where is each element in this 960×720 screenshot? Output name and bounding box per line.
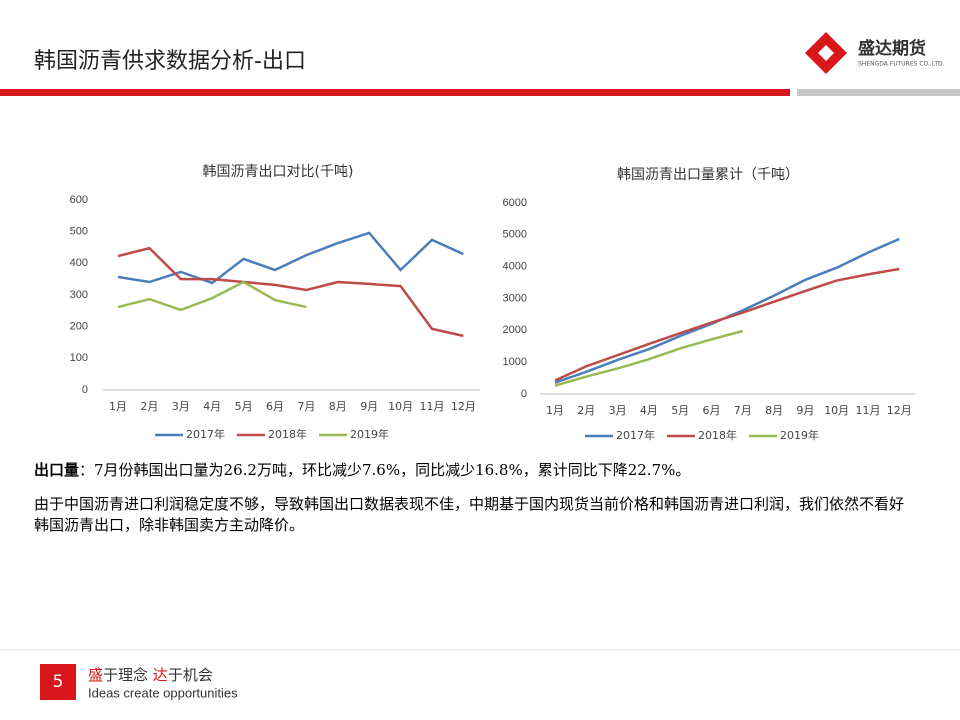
y-tick-label: 600 — [70, 194, 88, 206]
x-tick-label: 4月 — [640, 404, 658, 417]
series-line — [554, 267, 900, 382]
y-tick-label: 100 — [70, 352, 88, 364]
x-tick-label: 10月 — [388, 400, 413, 413]
slogan-part: 达 — [153, 666, 168, 684]
legend-label: 2017年 — [616, 428, 655, 442]
y-tick-label: 200 — [70, 321, 88, 333]
y-tick-label: 3000 — [503, 292, 527, 304]
summary-label: 出口量 — [34, 461, 80, 479]
chart-title: 韩国沥青出口量累计（千吨） — [617, 167, 799, 183]
x-tick-label: 1月 — [109, 400, 127, 413]
x-tick-label: 12月 — [451, 400, 476, 413]
x-tick-label: 12月 — [887, 404, 912, 417]
x-tick-label: 5月 — [671, 404, 689, 417]
logo — [805, 32, 847, 74]
legend-label: 2018年 — [268, 427, 307, 441]
series-line — [554, 237, 900, 384]
summary: 出口量：7月份韩国出口量为26.2万吨，环比减少7.6%，同比减少16.8%，累… — [34, 460, 914, 481]
slogan-part: 于机会 — [168, 666, 213, 684]
logo-name: 盛达期货 — [858, 38, 926, 59]
slogan-en: Ideas create opportunities — [88, 685, 238, 700]
slogan-part: 于理念 — [103, 666, 153, 684]
x-tick-label: 6月 — [266, 400, 284, 413]
x-tick-label: 2月 — [577, 404, 595, 417]
summary-text: ：7月份韩国出口量为26.2万吨，环比减少7.6%，同比减少16.8%，累计同比… — [79, 461, 691, 479]
y-tick-label: 6000 — [503, 197, 527, 209]
x-tick-label: 8月 — [329, 400, 347, 413]
analysis: 由于中国沥青进口利润稳定度不够，导致韩国出口数据表现不佳，中期基于国内现货当前价… — [34, 495, 905, 534]
logo-sub: SHENGDA FUTURES CO.,LTD. — [858, 61, 945, 68]
y-tick-label: 0 — [82, 384, 88, 396]
y-tick-label: 1000 — [503, 356, 527, 368]
x-tick-label: 7月 — [297, 400, 315, 413]
series-line — [117, 280, 307, 312]
legend-label: 2019年 — [350, 427, 389, 441]
y-tick-label: 300 — [70, 289, 88, 301]
series-line — [117, 231, 464, 285]
y-tick-label: 5000 — [503, 229, 527, 241]
x-tick-label: 5月 — [235, 400, 253, 413]
x-tick-label: 6月 — [703, 404, 721, 417]
x-tick-label: 7月 — [734, 404, 752, 417]
slogan-part: 盛 — [88, 666, 103, 684]
page-number: 5 — [53, 672, 64, 692]
x-tick-label: 1月 — [546, 404, 564, 417]
y-tick-label: 400 — [70, 257, 88, 269]
y-tick-label: 500 — [70, 226, 88, 238]
x-tick-label: 4月 — [203, 400, 221, 413]
chart-title: 韩国沥青出口对比(千吨) — [203, 164, 354, 180]
x-tick-label: 3月 — [172, 400, 190, 413]
header-bar-gray — [797, 89, 960, 96]
legend-label: 2017年 — [186, 427, 225, 441]
header-bar — [0, 89, 790, 96]
x-tick-label: 3月 — [609, 404, 627, 417]
legend-label: 2019年 — [780, 428, 819, 442]
series-line — [554, 329, 744, 387]
y-tick-label: 0 — [521, 388, 527, 400]
slide-title: 韩国沥青供求数据分析-出口 — [34, 49, 306, 74]
page-box — [40, 664, 76, 700]
series-line — [117, 246, 464, 338]
x-tick-label: 8月 — [765, 404, 783, 417]
legend-label: 2018年 — [698, 428, 737, 442]
x-tick-label: 11月 — [856, 404, 881, 417]
x-tick-label: 9月 — [796, 404, 814, 417]
slogan: 盛于理念 达于机会 — [88, 666, 213, 684]
x-tick-label: 11月 — [420, 400, 445, 413]
y-tick-label: 2000 — [503, 324, 527, 336]
y-tick-label: 4000 — [503, 261, 527, 273]
x-tick-label: 2月 — [140, 400, 158, 413]
x-tick-label: 9月 — [360, 400, 378, 413]
x-tick-label: 10月 — [824, 404, 849, 417]
